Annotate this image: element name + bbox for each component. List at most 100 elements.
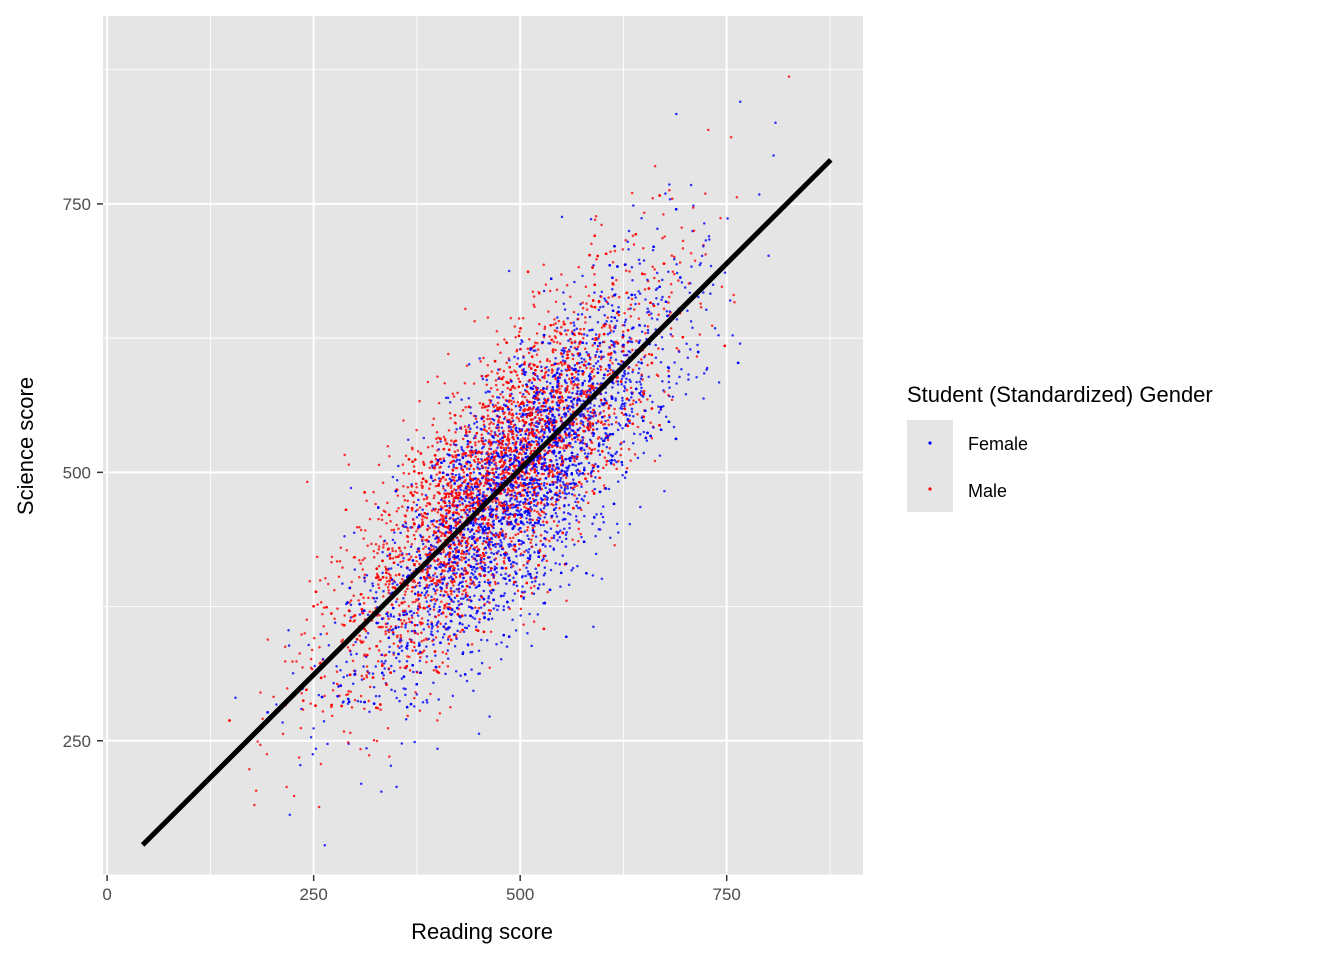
point-female (549, 381, 552, 385)
point-female (602, 376, 605, 380)
point-male (394, 574, 398, 577)
point-male (633, 453, 637, 456)
point-female (628, 522, 632, 526)
point-male (540, 408, 543, 411)
point-female (599, 305, 602, 309)
point-female (504, 513, 508, 516)
point-male (380, 513, 384, 517)
point-male (426, 593, 430, 597)
point-female (650, 312, 653, 315)
point-female (425, 589, 429, 593)
point-male (611, 261, 615, 264)
point-female (432, 605, 436, 609)
point-female (588, 315, 592, 319)
point-female (646, 328, 650, 332)
point-male (558, 406, 561, 410)
point-male (655, 373, 659, 376)
point-male (464, 478, 467, 482)
point-male (387, 630, 391, 634)
point-female (589, 406, 592, 409)
point-female (470, 535, 474, 538)
point-female (416, 607, 420, 611)
point-female (585, 442, 588, 446)
point-female (422, 436, 426, 440)
point-male (460, 559, 463, 562)
point-male (487, 447, 491, 451)
point-male (399, 633, 402, 637)
point-female (575, 435, 579, 439)
point-male (488, 426, 491, 430)
point-male (560, 455, 564, 459)
point-female (353, 568, 357, 571)
point-male (629, 303, 633, 306)
point-female (462, 576, 465, 580)
point-female (466, 443, 470, 446)
point-male (642, 246, 645, 250)
point-male (350, 706, 354, 709)
point-male (667, 295, 671, 299)
point-male (309, 657, 313, 661)
point-female (488, 715, 491, 718)
point-female (425, 655, 429, 658)
point-male (355, 525, 359, 529)
point-female (468, 535, 471, 539)
point-male (459, 414, 462, 418)
point-male (403, 520, 407, 524)
point-female (461, 501, 464, 505)
point-female (543, 458, 547, 461)
point-female (464, 595, 467, 599)
point-male (466, 496, 470, 500)
point-female (392, 669, 396, 673)
point-male (787, 75, 791, 78)
point-female (399, 565, 403, 569)
point-female (611, 386, 614, 389)
point-female (603, 297, 606, 300)
point-female (702, 245, 705, 248)
data-points (228, 75, 791, 847)
point-male (353, 619, 357, 622)
point-male (454, 575, 458, 579)
point-female (572, 478, 575, 481)
point-female (514, 570, 517, 573)
point-female (529, 518, 532, 521)
point-female (503, 500, 507, 503)
point-male (554, 300, 558, 303)
point-female (555, 401, 559, 405)
point-male (573, 382, 577, 386)
point-female (589, 217, 593, 221)
point-male (698, 333, 702, 336)
point-male (437, 508, 441, 511)
point-male (699, 305, 703, 309)
point-female (556, 316, 559, 319)
point-male (385, 542, 389, 545)
point-male (520, 493, 523, 497)
point-female (571, 566, 575, 570)
point-female (562, 438, 566, 442)
point-female (355, 652, 358, 656)
point-female (492, 419, 496, 422)
point-female (646, 331, 650, 334)
point-male (609, 353, 612, 356)
point-female (579, 302, 582, 306)
point-female (617, 531, 620, 534)
point-male (602, 340, 606, 344)
point-female (592, 625, 595, 629)
point-male (486, 316, 490, 319)
point-male (707, 128, 710, 132)
point-male (621, 248, 625, 251)
point-male (619, 453, 622, 457)
point-male (415, 560, 418, 563)
point-female (358, 613, 362, 616)
point-female (545, 498, 549, 502)
point-male (409, 555, 413, 559)
point-male (379, 625, 382, 629)
point-male (512, 437, 516, 441)
point-female (455, 637, 458, 640)
point-female (596, 344, 600, 348)
point-male (529, 541, 532, 544)
point-female (430, 595, 433, 599)
point-male (542, 455, 546, 459)
point-male (261, 717, 264, 721)
point-female (542, 484, 546, 487)
point-female (569, 345, 573, 349)
